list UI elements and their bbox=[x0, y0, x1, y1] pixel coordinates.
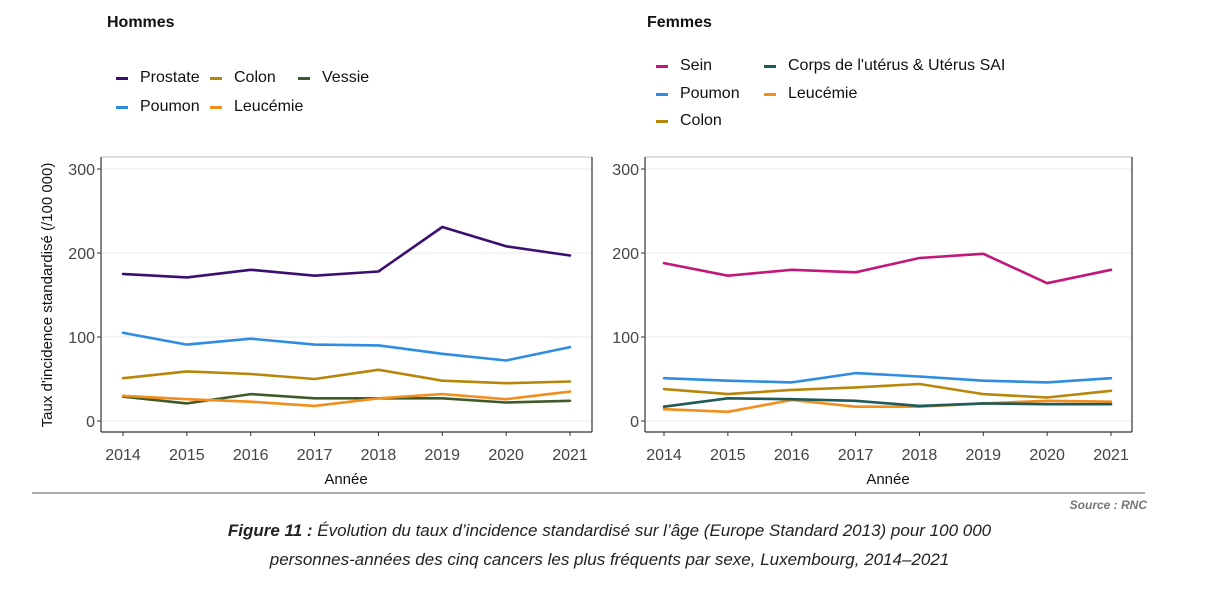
legend-item-vessie: Vessie bbox=[298, 69, 369, 87]
series-line-leucemie bbox=[662, 398, 1113, 414]
legend-key-colon-f bbox=[656, 119, 668, 123]
x-axis-title-hommes: Année bbox=[324, 471, 367, 488]
legend-item-sein: Sein bbox=[656, 57, 712, 75]
legend-key-vessie bbox=[298, 76, 310, 80]
divider-rule bbox=[32, 492, 1145, 494]
caption-text-2: personnes-années des cinq cancers les pl… bbox=[269, 550, 950, 569]
series-line-colon bbox=[662, 382, 1113, 399]
series-line-colon bbox=[121, 368, 572, 385]
source-note: Source : RNC bbox=[1069, 498, 1147, 512]
caption-text-1: Évolution du taux d’incidence standardis… bbox=[312, 521, 992, 540]
y-tick-label: 100 bbox=[612, 330, 639, 347]
legend-item-prostate: Prostate bbox=[116, 69, 200, 87]
x-tick-label: 2015 bbox=[710, 447, 746, 464]
x-tick-label: 2014 bbox=[105, 447, 141, 464]
legend-key-uterus bbox=[764, 64, 776, 68]
y-axis-title: Taux d'incidence standardisé (/100 000) bbox=[39, 163, 56, 428]
panel-title-hommes: Hommes bbox=[107, 14, 175, 31]
y-tick-label: 0 bbox=[86, 414, 95, 431]
series-line-poumon bbox=[662, 371, 1113, 384]
legend-label: Sein bbox=[680, 57, 713, 74]
x-tick-label: 2017 bbox=[297, 447, 333, 464]
series-line-poumon bbox=[121, 331, 572, 362]
legend-key-prostate bbox=[116, 76, 128, 80]
plot-area bbox=[645, 157, 1132, 432]
x-tick-label: 2014 bbox=[646, 447, 682, 464]
legend-key-poumon bbox=[116, 105, 128, 109]
series-line-sein bbox=[662, 252, 1113, 285]
plot-area bbox=[101, 157, 592, 432]
legend-label: Poumon bbox=[680, 85, 740, 102]
series-line-leucemie bbox=[121, 390, 572, 408]
y-tick-label: 0 bbox=[630, 414, 639, 431]
legend-key-poumon-f bbox=[656, 92, 668, 96]
y-tick-label: 300 bbox=[612, 162, 639, 179]
legend-label: Vessie bbox=[322, 69, 370, 86]
y-tick-label: 200 bbox=[612, 246, 639, 263]
x-tick-label: 2019 bbox=[424, 447, 460, 464]
series-group bbox=[662, 252, 1113, 414]
legend-item-poumon-f: Poumon bbox=[656, 85, 740, 103]
legend-item-leucemie-f: Leucémie bbox=[764, 85, 857, 103]
x-tick-label: 2018 bbox=[902, 447, 938, 464]
y-tick-label: 300 bbox=[68, 162, 95, 179]
legend-item-leucemie: Leucémie bbox=[210, 98, 303, 116]
figure-caption-line2: personnes-années des cinq cancers les pl… bbox=[0, 550, 1219, 570]
legend-label: Leucémie bbox=[234, 98, 304, 115]
legend-label: Colon bbox=[680, 112, 722, 129]
legend-item-colon-f: Colon bbox=[656, 112, 722, 130]
x-tick-label: 2019 bbox=[965, 447, 1001, 464]
x-tick-label: 2020 bbox=[1029, 447, 1065, 464]
panel-title-femmes: Femmes bbox=[647, 14, 712, 31]
series-line-corps-de-l-uterus-uterus-sai bbox=[662, 396, 1113, 409]
legend-key-colon bbox=[210, 76, 222, 80]
x-tick-label: 2016 bbox=[233, 447, 269, 464]
legend-label: Leucémie bbox=[788, 85, 858, 102]
legend-item-uterus: Corps de l'utérus & Utérus SAI bbox=[764, 57, 1005, 75]
y-tick-label: 100 bbox=[68, 330, 95, 347]
x-tick-label: 2017 bbox=[838, 447, 874, 464]
series-line-prostate bbox=[121, 225, 572, 279]
x-tick-label: 2021 bbox=[1093, 447, 1129, 464]
x-tick-label: 2018 bbox=[361, 447, 397, 464]
legend-key-leucemie bbox=[210, 105, 222, 109]
series-line-vessie bbox=[121, 392, 572, 405]
legend-key-leucemie-f bbox=[764, 92, 776, 96]
legend-label: Poumon bbox=[140, 98, 200, 115]
legend-item-poumon: Poumon bbox=[116, 98, 200, 116]
x-tick-label: 2015 bbox=[169, 447, 205, 464]
series-group bbox=[121, 225, 572, 408]
x-tick-label: 2021 bbox=[552, 447, 588, 464]
legend-item-colon: Colon bbox=[210, 69, 276, 87]
legend-label: Colon bbox=[234, 69, 276, 86]
plot-panel-hommes: 0 100 200 300 2014 2015 2016 2017 2018 2019 2020 20… bbox=[68, 156, 593, 464]
legend-label: Prostate bbox=[140, 69, 200, 86]
plot-panel-femmes: 0 100 200 300 2014 2015 2016 2017 2018 2019 2020 20… bbox=[612, 156, 1133, 464]
legend-label: Corps de l'utérus & Utérus SAI bbox=[788, 57, 1006, 74]
figure-caption-line1: Figure 11 : Évolution du taux d’incidenc… bbox=[0, 521, 1219, 541]
y-tick-label: 200 bbox=[68, 246, 95, 263]
figure-label: Figure 11 : bbox=[227, 521, 313, 540]
x-axis-title-femmes: Année bbox=[866, 471, 909, 488]
x-tick-label: 2016 bbox=[774, 447, 810, 464]
x-tick-label: 2020 bbox=[488, 447, 524, 464]
legend-key-sein bbox=[656, 64, 668, 68]
